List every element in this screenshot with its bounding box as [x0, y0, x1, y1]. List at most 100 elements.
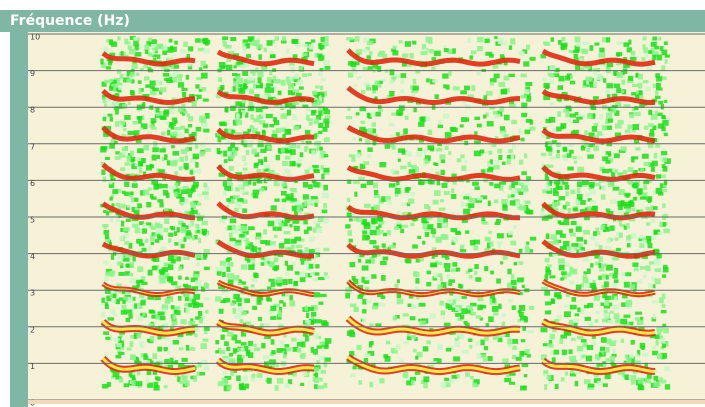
noise [391, 112, 398, 116]
noise [407, 331, 411, 338]
noise [601, 273, 607, 280]
y-tick-label: 7 [30, 142, 35, 151]
noise [581, 49, 589, 55]
noise [639, 342, 646, 349]
noise [270, 305, 277, 311]
noise [469, 376, 474, 380]
noise [548, 343, 554, 348]
noise [605, 358, 610, 362]
noise [591, 106, 597, 111]
noise [437, 284, 443, 290]
noise [178, 347, 184, 351]
noise [171, 226, 176, 231]
noise [526, 96, 532, 102]
noise [395, 343, 401, 350]
noise [555, 183, 560, 189]
noise [653, 229, 660, 235]
noise [371, 218, 378, 224]
noise [217, 150, 223, 155]
noise [192, 153, 200, 160]
noise [241, 355, 245, 359]
noise [170, 253, 178, 258]
noise [446, 299, 453, 304]
noise [146, 40, 152, 47]
noise [308, 249, 316, 254]
noise [509, 200, 516, 206]
noise [401, 224, 409, 228]
noise [302, 371, 308, 376]
noise [237, 302, 242, 307]
noise [314, 367, 320, 371]
noise [390, 347, 396, 353]
noise [292, 161, 296, 166]
noise [476, 353, 482, 359]
harmonic [541, 48, 656, 67]
noise [136, 333, 141, 339]
noise [421, 178, 429, 184]
noise [434, 94, 439, 99]
noise [184, 155, 188, 162]
noise [463, 196, 470, 200]
noise [611, 353, 617, 358]
noise [661, 114, 666, 120]
noise [323, 361, 328, 368]
noise [575, 284, 582, 290]
noise [293, 281, 298, 286]
noise [372, 139, 377, 146]
noise [455, 312, 462, 317]
noise [174, 171, 179, 176]
noise [148, 323, 156, 329]
noise [576, 57, 581, 63]
noise [631, 207, 636, 212]
noise [232, 348, 237, 354]
noise [100, 146, 108, 151]
noise [523, 373, 528, 378]
noise [290, 149, 296, 155]
noise [149, 194, 154, 199]
noise [302, 52, 308, 57]
noise [145, 377, 150, 384]
noise [244, 162, 248, 166]
noise [658, 100, 664, 105]
noise [552, 73, 560, 77]
noise [224, 341, 229, 347]
noise [632, 370, 639, 374]
noise [548, 180, 553, 184]
noise [613, 313, 620, 320]
noise [227, 50, 235, 55]
noise [174, 306, 181, 310]
noise [561, 44, 565, 51]
noise [433, 272, 438, 279]
noise [562, 154, 566, 158]
noise [408, 169, 416, 174]
noise [306, 226, 312, 231]
noise [562, 205, 567, 210]
noise [541, 207, 545, 212]
noise [440, 310, 446, 316]
noise [293, 77, 301, 83]
noise [116, 343, 122, 348]
noise [637, 96, 644, 101]
noise [149, 310, 156, 314]
noise [512, 144, 516, 149]
noise [224, 185, 231, 191]
noise [500, 261, 504, 265]
noise [439, 276, 443, 282]
noise [437, 222, 442, 229]
noise [118, 377, 124, 383]
noise [426, 270, 431, 275]
noise [617, 211, 624, 216]
noise [163, 189, 169, 196]
noise [585, 355, 593, 362]
noise [197, 47, 205, 52]
noise [653, 248, 660, 253]
noise [420, 116, 426, 123]
noise [412, 85, 419, 91]
noise [121, 290, 125, 295]
noise [580, 209, 586, 214]
noise [630, 375, 637, 381]
noise [196, 213, 201, 218]
noise [455, 230, 461, 235]
noise [479, 317, 483, 321]
noise [104, 354, 109, 358]
